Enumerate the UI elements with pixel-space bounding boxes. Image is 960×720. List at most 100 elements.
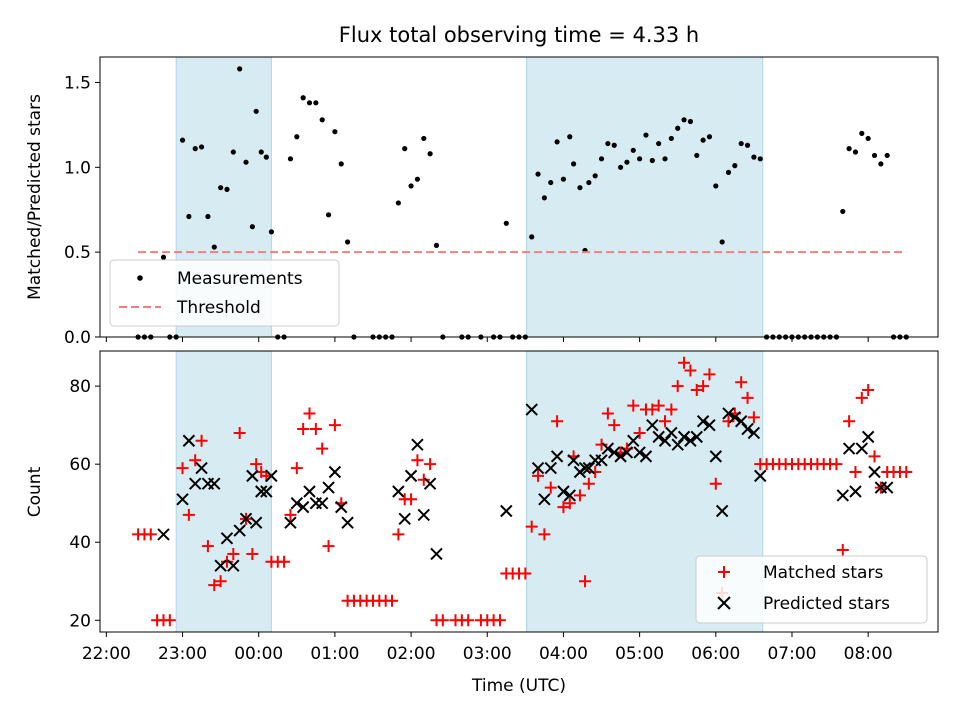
matched-stars-point <box>436 614 449 627</box>
x-tick-label: 05:00 <box>615 644 664 664</box>
matched-stars-point <box>328 419 341 432</box>
measurements-point <box>840 208 846 215</box>
predicted-stars-point <box>296 500 310 514</box>
bottom-legend: Matched stars Predicted stars <box>695 555 928 624</box>
matched-stars-point <box>519 567 532 580</box>
matched-stars-point <box>633 426 646 439</box>
measurements-point <box>611 142 617 148</box>
bottom-y-tick-label: 60 <box>69 455 91 475</box>
measurements-point <box>570 161 577 167</box>
predicted-stars-point <box>290 497 304 510</box>
predicted-stars-point <box>608 446 621 459</box>
bottom-plot-frame <box>99 350 939 633</box>
measurements-point <box>852 149 859 155</box>
matched-stars-point <box>386 594 399 607</box>
matched-stars-point <box>849 465 862 478</box>
legend-marker-matched-stars <box>718 566 730 578</box>
measurements-point <box>605 140 611 147</box>
predicted-stars-point <box>182 434 196 447</box>
measurements-point <box>294 134 300 140</box>
predicted-stars-point <box>239 512 253 526</box>
predicted-stars-point <box>639 450 653 463</box>
predicted-stars-point <box>430 547 443 561</box>
legend-label-matched-stars: Matched stars <box>763 563 883 583</box>
top-y-tick-label: 1.5 <box>64 73 91 93</box>
measurements-point <box>624 159 630 165</box>
measurements-point <box>243 159 249 165</box>
matched-stars-point <box>284 508 297 521</box>
measurements-point <box>287 156 294 162</box>
top-y-tick-label: 0.5 <box>64 243 91 263</box>
measurements-point <box>567 134 573 140</box>
matched-stars-point <box>392 528 405 541</box>
predicted-stars-point <box>411 438 424 451</box>
matched-stars-point <box>862 384 875 397</box>
matched-stars-point <box>703 368 716 381</box>
measurements-point <box>719 239 725 245</box>
measurements-point <box>541 195 547 201</box>
predicted-stars-point <box>665 426 678 440</box>
measurements-point <box>535 171 541 177</box>
predicted-stars-point <box>658 434 672 447</box>
measurements-point <box>160 254 167 260</box>
legend-label-measurements: Measurements <box>177 269 303 289</box>
bottom-legend-box <box>695 555 928 624</box>
predicted-stars-point <box>157 528 170 541</box>
predicted-stars-point <box>214 559 227 572</box>
bottom-ticks: 20 40 60 80 22:00 23:00 00:00 01:00 02:00 03:00 04… <box>69 377 892 664</box>
matched-stars-point <box>278 555 291 568</box>
measurements-point <box>649 157 655 164</box>
matched-stars-point <box>303 407 316 420</box>
predicted-stars-point <box>684 434 697 447</box>
predicted-stars-point <box>423 477 437 490</box>
matched-stars-point <box>411 454 424 467</box>
measurements-point <box>319 117 325 123</box>
predicted-stars-point <box>322 481 335 494</box>
predicted-stars-point <box>709 450 723 463</box>
predicted-stars-point <box>525 403 538 416</box>
measurements-point <box>884 152 890 159</box>
predicted-stars-point <box>614 450 627 463</box>
top-y-axis-label: Matched/Predicted stars <box>25 94 45 300</box>
legend-label-predicted-stars: Predicted stars <box>763 594 890 614</box>
measurements-point <box>577 185 583 191</box>
predicted-stars-point <box>404 469 418 483</box>
predicted-stars-point <box>341 516 354 529</box>
matched-stars-point <box>573 489 586 502</box>
measurements-point <box>681 117 687 123</box>
predicted-stars-point <box>227 559 240 572</box>
predicted-stars-point <box>255 485 268 498</box>
x-tick-label: 01:00 <box>310 644 359 664</box>
predicted-stars-point <box>703 418 716 432</box>
matched-stars-point <box>665 403 678 416</box>
matched-stars-point <box>563 497 576 510</box>
bottom-shaded-regions <box>175 350 764 633</box>
predicted-stars-point <box>531 461 545 475</box>
predicted-stars-point <box>557 485 570 498</box>
predicted-stars-point <box>855 442 869 455</box>
matched-stars-point <box>538 528 551 541</box>
predicted-stars-point <box>417 508 430 522</box>
matched-stars-point <box>462 614 475 627</box>
predicted-stars-point <box>582 461 596 475</box>
measurements-point <box>662 156 668 162</box>
measurements-point <box>871 152 878 159</box>
measurements-point <box>205 213 211 220</box>
measurements-point <box>306 100 313 106</box>
legend-marker-measurements <box>137 275 143 281</box>
predicted-stars-point <box>842 442 856 455</box>
matched-stars-point <box>747 411 760 424</box>
matched-stars-point <box>322 540 335 553</box>
predicted-stars-point <box>246 469 259 483</box>
predicted-stars-point <box>195 461 208 475</box>
measurements-point <box>198 144 205 150</box>
legend-marker-predicted-stars <box>717 596 731 610</box>
predicted-stars-point <box>249 516 263 529</box>
predicted-stars-point <box>550 450 564 463</box>
measurements-point <box>344 239 351 245</box>
measurements-point <box>548 179 554 186</box>
predicted-stars-point <box>620 446 634 459</box>
measurements-point <box>300 95 306 101</box>
measurements-point <box>592 173 598 179</box>
